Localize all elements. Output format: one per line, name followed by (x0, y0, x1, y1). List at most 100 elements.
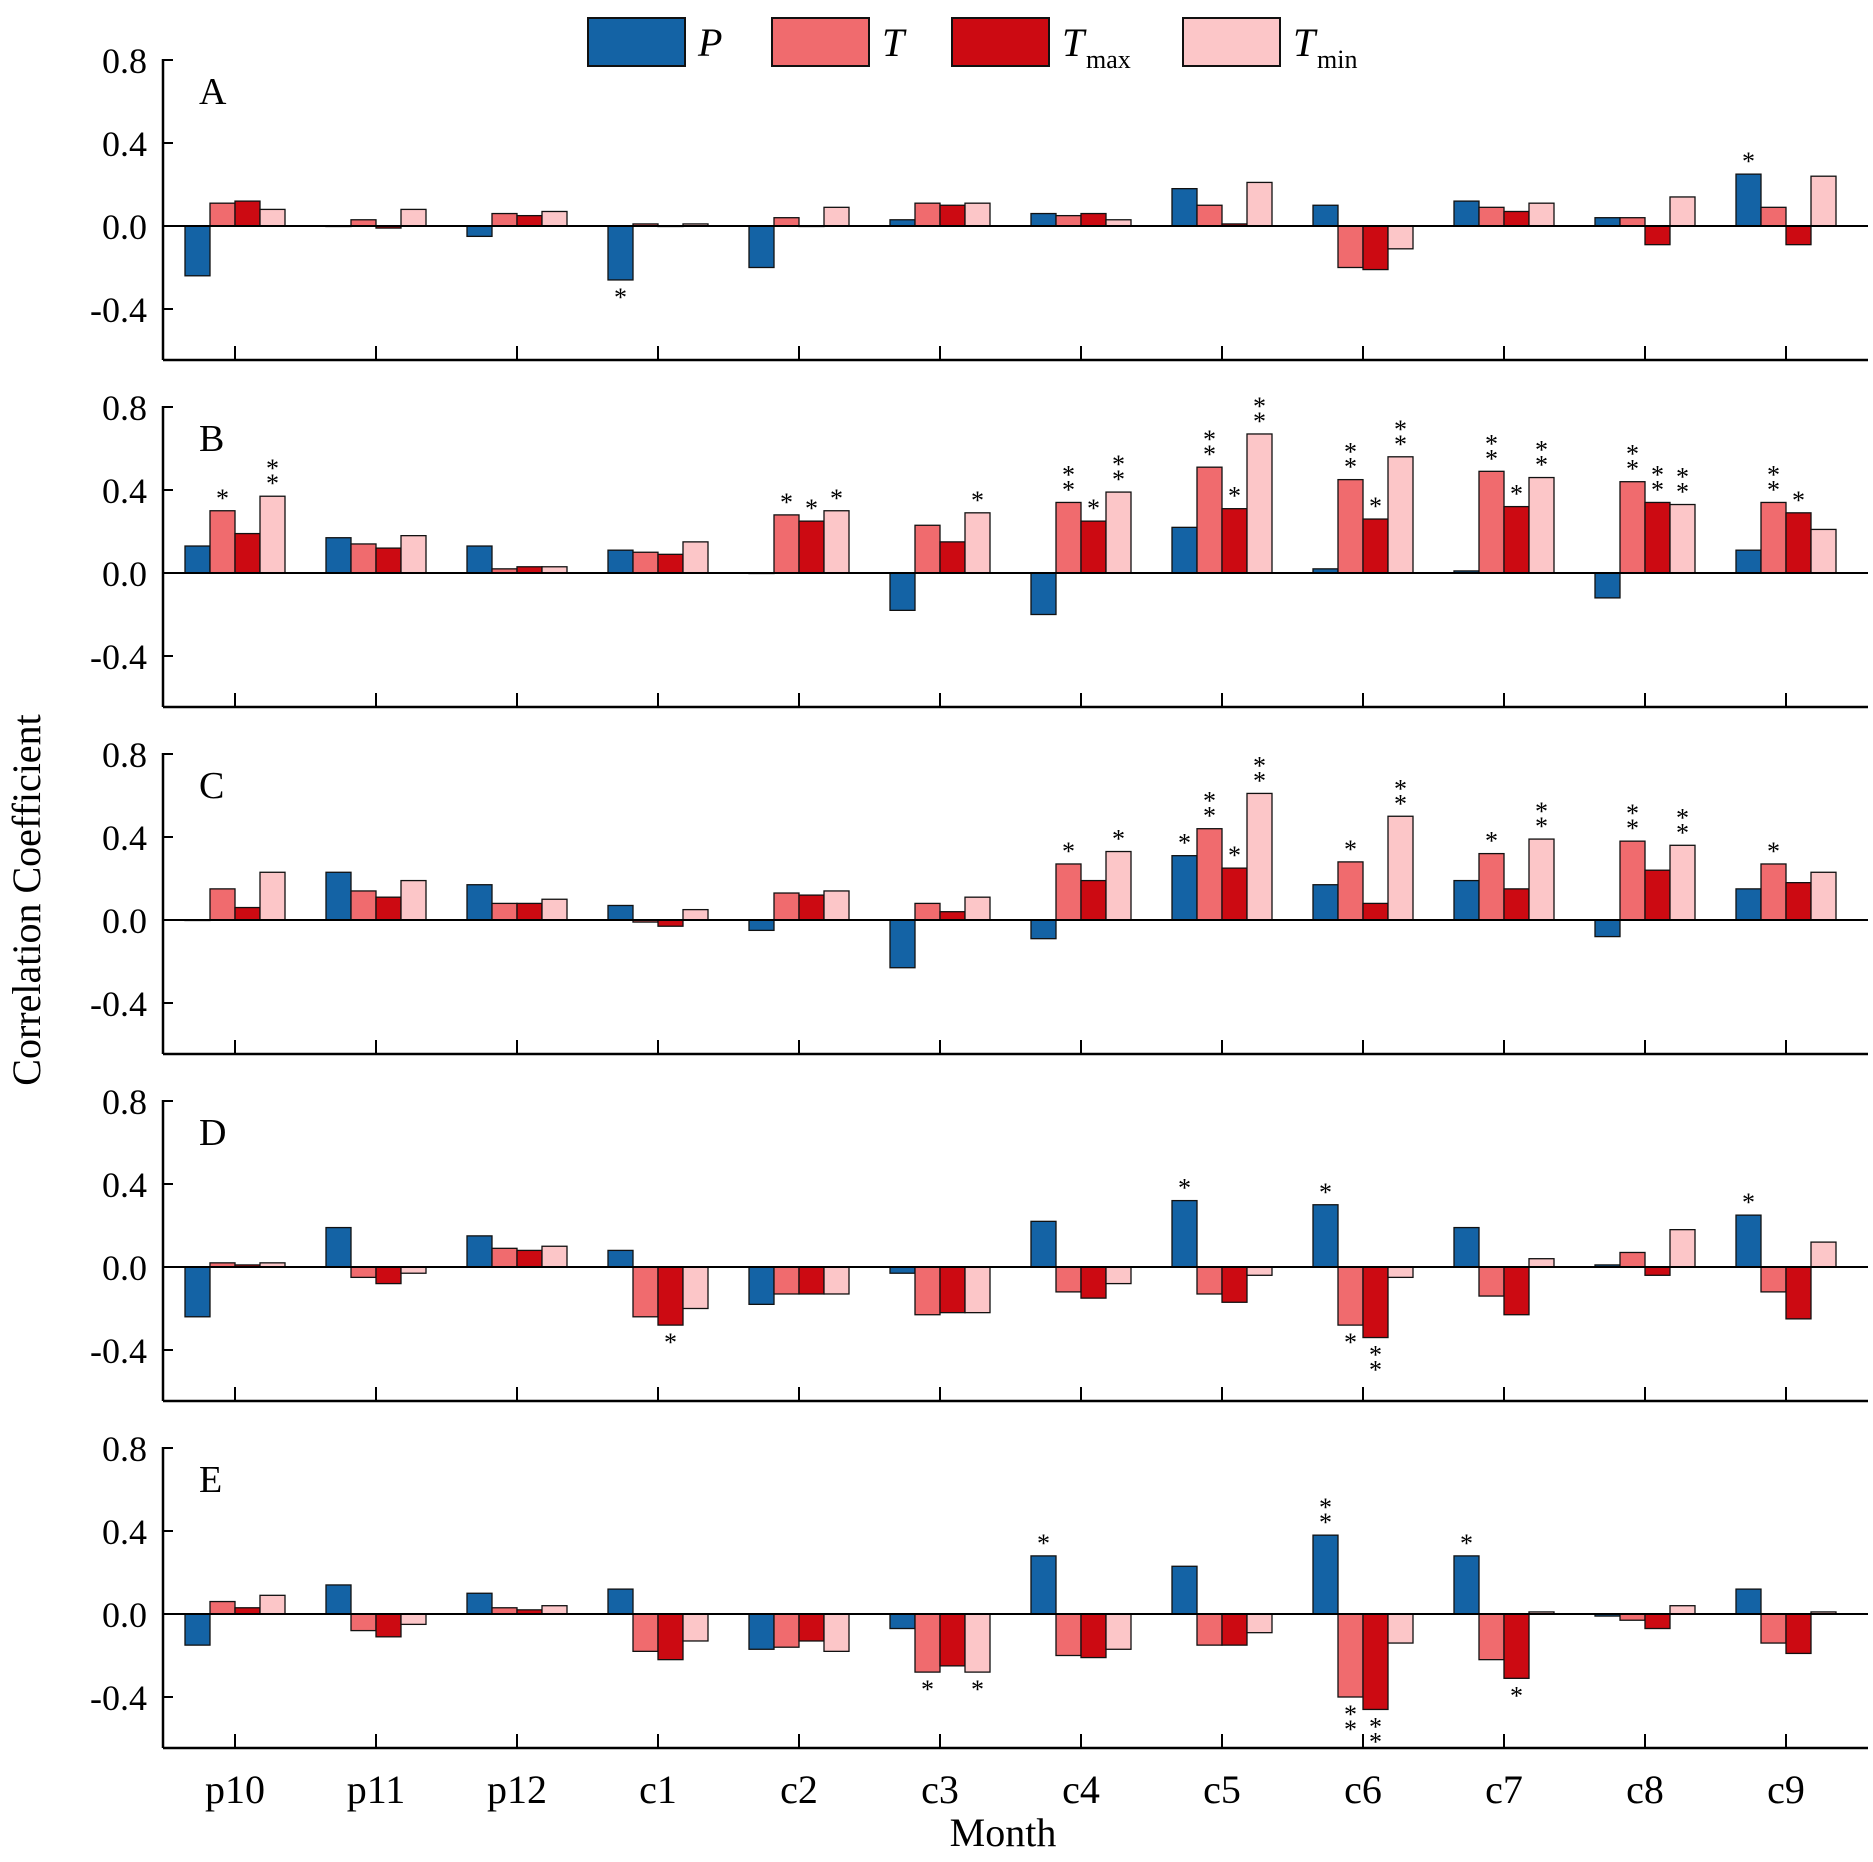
bar-d-c1-t (632, 1266, 659, 1318)
bar-b-c1-tmax (657, 553, 684, 574)
significance-mark: * (780, 488, 793, 517)
bar-b-p11-p (325, 537, 352, 574)
bar-b-c4-tmin (1105, 491, 1132, 574)
bar-b-c6-t (1337, 478, 1364, 574)
y-tick-label: -0.4 (90, 290, 147, 330)
bar-c-c2-t (773, 892, 800, 921)
bar-b-p11-tmin (400, 535, 427, 574)
y-tick-label: -0.4 (90, 1678, 147, 1718)
bar-e-p12-tmin (541, 1605, 568, 1615)
bar-d-c6-p (1312, 1204, 1339, 1268)
bar-a-c7-p (1453, 200, 1480, 227)
bar-c-p10-t (209, 888, 236, 921)
significance-mark: * (1485, 429, 1498, 458)
bar-d-c7-tmax (1503, 1266, 1530, 1316)
bar-c-c5-tmin (1246, 792, 1273, 921)
bar-c-c1-tmin (682, 908, 709, 921)
bar-e-c4-t (1055, 1613, 1082, 1657)
bar-a-c7-t (1478, 206, 1505, 227)
bar-c-c8-t (1619, 840, 1646, 921)
bar-e-p10-tmin (259, 1594, 286, 1615)
bar-d-c1-p (607, 1249, 634, 1268)
significance-mark: * (1228, 841, 1241, 870)
bar-b-p11-t (350, 543, 377, 574)
significance-mark: * (1344, 438, 1357, 467)
bar-d-c3-tmin (964, 1266, 991, 1314)
significance-mark: * (1460, 1529, 1473, 1558)
significance-mark: * (266, 469, 279, 498)
bar-e-c7-tmax (1503, 1613, 1530, 1679)
significance-mark: * (1253, 766, 1266, 795)
bar-e-c8-tmax (1644, 1613, 1671, 1630)
y-tick-label: -0.4 (90, 1331, 147, 1371)
bar-c-p12-tmax (516, 902, 543, 921)
bar-a-p10-p (184, 225, 211, 277)
panel-c: 0.80.40.0-0.4C* * ************ ** *** (90, 735, 1868, 1056)
bar-b-c1-p (607, 549, 634, 574)
x-tick-label: c6 (1344, 1767, 1382, 1812)
legend-sub-tmax: max (1086, 45, 1131, 74)
bar-b-c1-t (632, 551, 659, 574)
y-tick-label: 0.0 (102, 554, 147, 594)
bar-e-p11-tmax (375, 1613, 402, 1638)
significance-mark: * (1394, 774, 1407, 803)
bar-d-c1-tmax (657, 1266, 684, 1326)
y-tick-label: 0.8 (102, 735, 147, 775)
bar-d-c5-t (1196, 1266, 1223, 1295)
bar-e-p10-p (184, 1613, 211, 1646)
significance-mark: * (1394, 415, 1407, 444)
bar-c-c9-tmax (1785, 882, 1812, 921)
x-tick-label: c2 (780, 1767, 818, 1812)
x-tick-label: p11 (347, 1767, 406, 1812)
panels: 0.80.40.0-0.4A**0.80.40.0-0.4B**** * * ****… (90, 41, 1868, 1812)
bar-d-c2-tmin (823, 1266, 850, 1295)
bar-b-c5-tmax (1221, 508, 1248, 574)
bar-d-c9-p (1735, 1214, 1762, 1268)
legend-swatch-t (771, 17, 870, 67)
bar-a-c7-tmax (1503, 210, 1530, 227)
bar-c-c3-tmax (939, 911, 966, 921)
bar-d-c7-t (1478, 1266, 1505, 1297)
bar-b-c3-p (889, 572, 916, 611)
bar-e-c4-tmax (1080, 1613, 1107, 1659)
bar-c-p10-tmin (259, 871, 286, 921)
significance-mark: * (1626, 455, 1639, 484)
significance-mark: * (1319, 1178, 1332, 1207)
significance-mark: * (1394, 430, 1407, 459)
x-tick-label: c5 (1203, 1767, 1241, 1812)
bar-b-c4-p (1030, 572, 1057, 616)
y-tick-label: -0.4 (90, 984, 147, 1024)
bar-a-c6-tmax (1362, 225, 1389, 271)
bar-b-c9-tmin (1810, 528, 1837, 574)
significance-mark: * (1742, 147, 1755, 176)
x-tick-label: c8 (1626, 1767, 1664, 1812)
significance-mark: * (1319, 1508, 1332, 1537)
bar-e-c3-p (889, 1613, 916, 1630)
bar-d-c5-tmin (1246, 1266, 1273, 1276)
significance-mark: * (1062, 460, 1075, 489)
bar-a-c6-tmin (1387, 225, 1414, 250)
bar-d-c4-tmax (1080, 1266, 1107, 1299)
bar-a-c5-tmin (1246, 181, 1273, 227)
bar-d-c4-p (1030, 1220, 1057, 1268)
bar-c-c2-tmax (798, 894, 825, 921)
bar-c-c9-p (1735, 888, 1762, 921)
bar-e-c5-p (1171, 1565, 1198, 1615)
bar-a-c6-p (1312, 204, 1339, 227)
significance-mark: * (805, 494, 818, 523)
bar-c-c4-tmin (1105, 850, 1132, 921)
bar-c-c7-p (1453, 879, 1480, 921)
x-tick-labels: p10 p11 p12 c1 c2 c3 c4 c5 c6 c7 c8 c9 (205, 1767, 1805, 1812)
bar-a-c1-p (607, 225, 634, 281)
bar-b-c8-tmin (1669, 503, 1696, 574)
bar-b-p10-p (184, 545, 211, 574)
significance-mark: * (1767, 837, 1780, 866)
significance-mark: * (1510, 1681, 1523, 1710)
bar-d-c4-tmin (1105, 1266, 1132, 1285)
y-tick-label: 0.4 (102, 1165, 147, 1205)
bar-b-c8-t (1619, 481, 1646, 574)
significance-mark: * (1203, 425, 1216, 454)
bar-b-c9-p (1735, 549, 1762, 574)
